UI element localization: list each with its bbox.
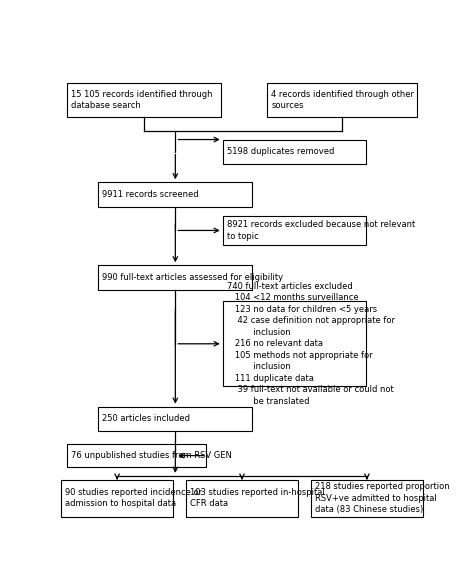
Text: 250 articles included: 250 articles included bbox=[102, 415, 190, 423]
Text: 90 studies reported incidence or
admission to hospital data: 90 studies reported incidence or admissi… bbox=[65, 488, 202, 508]
Bar bbox=[61, 480, 173, 517]
Text: 9911 records screened: 9911 records screened bbox=[102, 190, 199, 199]
Text: 103 studies reported in-hospital
CFR data: 103 studies reported in-hospital CFR dat… bbox=[191, 488, 325, 508]
Bar bbox=[66, 83, 221, 117]
Bar bbox=[98, 182, 252, 207]
Text: 15 105 records identified through
database search: 15 105 records identified through databa… bbox=[71, 90, 212, 111]
Bar bbox=[267, 83, 418, 117]
Bar bbox=[66, 444, 206, 467]
Bar bbox=[186, 480, 298, 517]
Bar bbox=[223, 301, 366, 387]
Text: 740 full-text articles excluded
   104 <12 months surveillance
   123 no data fo: 740 full-text articles excluded 104 <12 … bbox=[227, 282, 395, 406]
Text: 990 full-text articles assessed for eligibility: 990 full-text articles assessed for elig… bbox=[102, 273, 283, 282]
Text: 5198 duplicates removed: 5198 duplicates removed bbox=[227, 147, 335, 156]
Text: 76 unpublished studies from RSV GEN: 76 unpublished studies from RSV GEN bbox=[71, 451, 232, 460]
Bar bbox=[311, 480, 423, 517]
Text: 4 records identified through other
sources: 4 records identified through other sourc… bbox=[271, 90, 414, 111]
Bar bbox=[223, 139, 366, 164]
Bar bbox=[98, 407, 252, 431]
Bar bbox=[223, 216, 366, 245]
Text: 8921 records excluded because not relevant
to topic: 8921 records excluded because not releva… bbox=[227, 220, 415, 241]
Bar bbox=[98, 265, 252, 290]
Text: 218 studies reported proportion
RSV+ve admitted to hospital
data (83 Chinese stu: 218 studies reported proportion RSV+ve a… bbox=[315, 482, 450, 514]
